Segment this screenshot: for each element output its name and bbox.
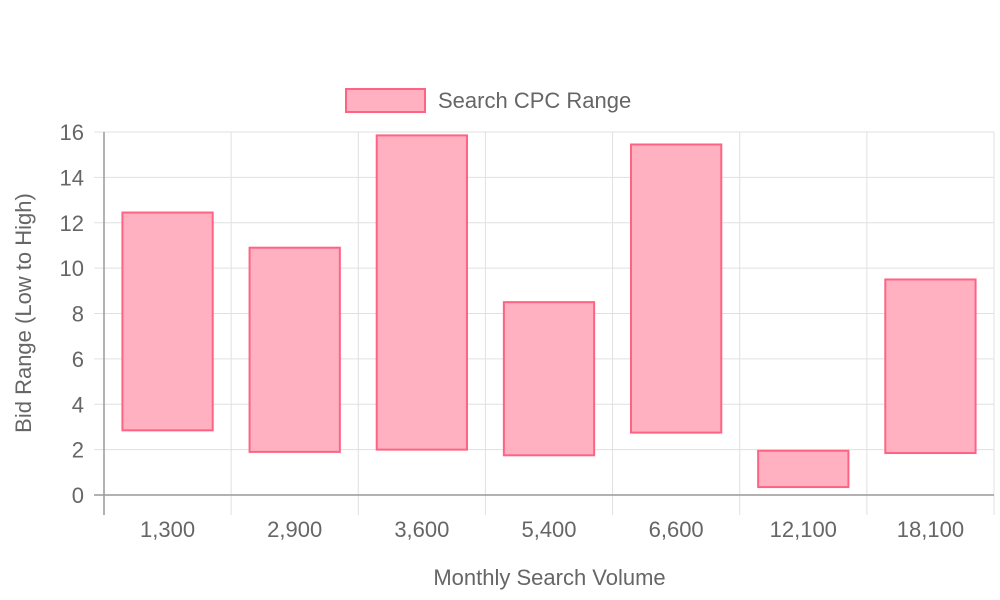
axes <box>94 131 994 515</box>
x-tick-label: 3,600 <box>394 517 449 542</box>
x-tick-label: 12,100 <box>770 517 837 542</box>
y-tick-label: 2 <box>72 438 84 463</box>
y-tick-label: 6 <box>72 347 84 372</box>
range-bar[interactable] <box>375 134 468 451</box>
x-tick-label: 5,400 <box>521 517 576 542</box>
y-tick-label: 4 <box>72 392 84 417</box>
legend[interactable]: Search CPC Range <box>345 88 631 113</box>
y-tick-label: 14 <box>60 165 84 190</box>
range-bar[interactable] <box>502 301 596 457</box>
range-bar[interactable] <box>757 449 850 489</box>
y-tick-label: 0 <box>72 483 84 508</box>
x-tick-label: 18,100 <box>897 517 964 542</box>
legend-label[interactable]: Search CPC Range <box>438 88 631 113</box>
y-tick-label: 12 <box>60 211 84 236</box>
legend-swatch[interactable] <box>345 88 426 113</box>
range-bar[interactable] <box>121 211 214 432</box>
x-tick-label: 6,600 <box>649 517 704 542</box>
y-tick-label: 10 <box>60 256 84 281</box>
y-tick-label: 16 <box>60 120 84 145</box>
bars <box>121 134 977 489</box>
y-tick-label: 8 <box>72 302 84 327</box>
range-bar[interactable] <box>630 143 723 434</box>
x-axis-title: Monthly Search Volume <box>433 565 665 590</box>
tick-labels: 0 2 4 6 8 10 12 14 16 1,300 2,900 3,600 5,400 6,600 12… <box>60 120 965 542</box>
x-tick-label: 1,300 <box>140 517 195 542</box>
y-axis-title: Bid Range (Low to High) <box>11 193 36 433</box>
range-bar[interactable] <box>884 278 977 455</box>
x-tick-label: 2,900 <box>267 517 322 542</box>
range-bar[interactable] <box>248 246 341 453</box>
